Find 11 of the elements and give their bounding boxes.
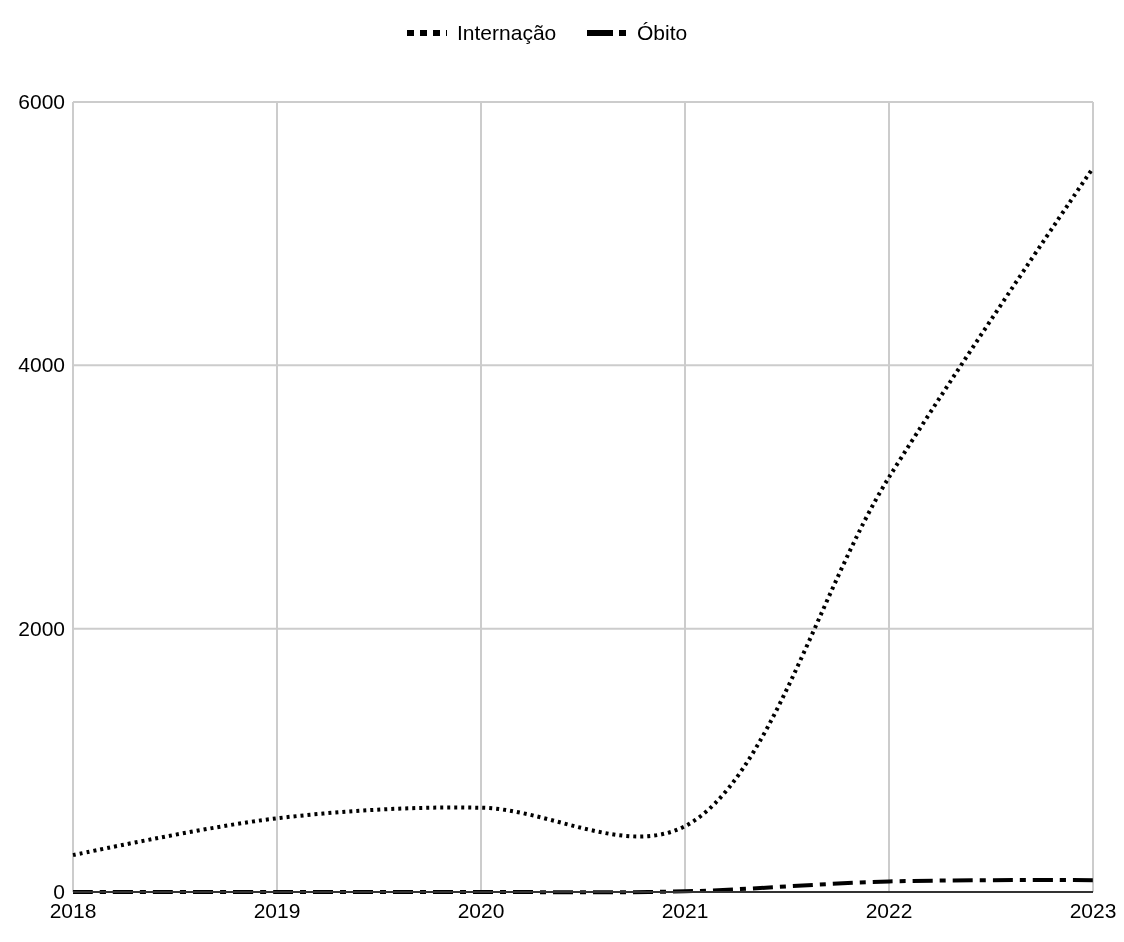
x-tick-label: 2022 [865, 899, 913, 922]
x-tick-label: 2019 [253, 899, 301, 922]
x-tick-label: 2021 [661, 899, 709, 922]
y-tick-label: 6000 [18, 90, 65, 113]
legend-label: Internação [457, 21, 557, 44]
y-tick-label: 2000 [18, 616, 65, 640]
x-tick-label: 2023 [1069, 899, 1117, 922]
line-series [71, 878, 1095, 895]
y-tick-label: 4000 [18, 353, 65, 377]
x-tick-label: 2020 [457, 899, 505, 922]
legend-label: Óbito [637, 21, 688, 44]
